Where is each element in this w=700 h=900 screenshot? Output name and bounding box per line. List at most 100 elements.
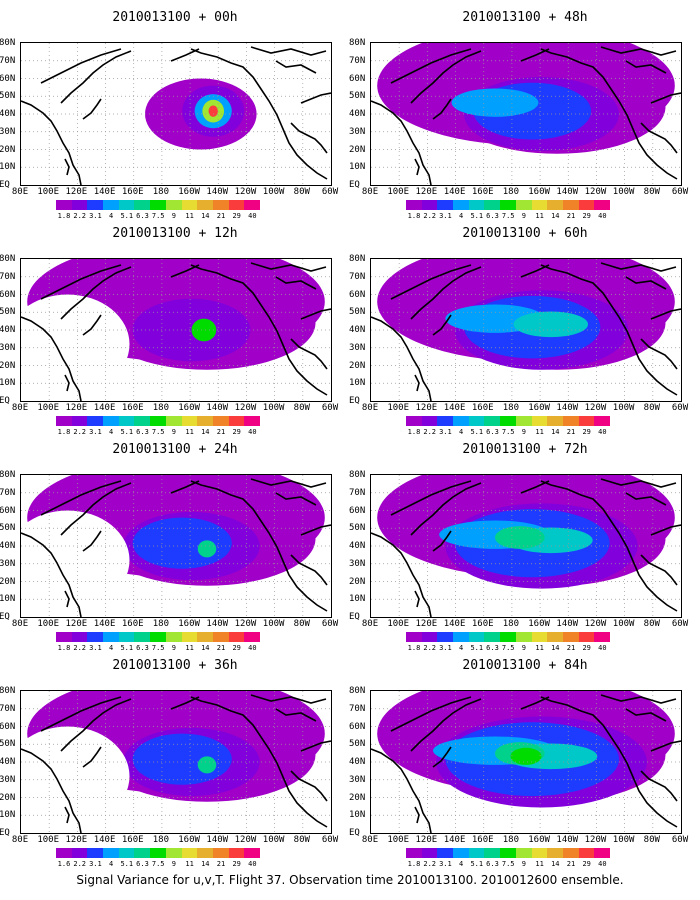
lon-label: 160E [471, 835, 494, 845]
lon-label: 80W [293, 619, 310, 629]
colorbar-swatch [594, 848, 610, 858]
colorbar-level-label: 11 [535, 212, 544, 220]
lon-label: 100W [612, 835, 635, 845]
coastline [290, 770, 328, 802]
colorbar-swatch [468, 848, 485, 858]
colorbar-p84 [406, 848, 610, 858]
colorbar-level-label: 21 [566, 860, 576, 868]
coastline [170, 696, 200, 710]
coastline [432, 98, 452, 120]
colorbar-swatch [421, 632, 438, 642]
lon-label: 140E [93, 835, 116, 845]
colorbar-level-label: 11 [535, 428, 544, 436]
colorbar-swatch [228, 416, 245, 426]
colorbar-swatch [165, 416, 182, 426]
lon-label: 120W [234, 403, 257, 413]
colorbar-swatch [244, 200, 260, 210]
lat-label: 10N [349, 810, 366, 821]
colorbar-swatch [500, 848, 516, 858]
colorbar-level-label: 1.6 [57, 860, 71, 868]
lon-label: 120E [415, 619, 438, 629]
colorbar-swatch [484, 416, 501, 426]
panel-title-p36: 2010013100 + 36h [112, 658, 238, 673]
colorbar-level-label: 21 [566, 428, 576, 436]
lon-label: 80W [643, 619, 660, 629]
lat-label: 20N [0, 792, 16, 803]
colorbar-level-label: 29 [582, 212, 591, 220]
colorbar-level-label: 11 [535, 860, 544, 868]
lon-label: 140W [206, 619, 229, 629]
colorbar-level-label: 4 [458, 212, 464, 220]
colorbar-level-label: 40 [248, 212, 257, 220]
coastline [64, 374, 70, 392]
colorbar-level-label: 7.5 [151, 644, 165, 652]
coastline [410, 698, 482, 752]
coastline [190, 48, 328, 180]
lat-label: 40N [0, 109, 16, 119]
lat-label: 70N [0, 271, 16, 282]
lon-label: 140W [556, 835, 579, 845]
colorbar-swatch [197, 848, 213, 858]
lat-label: 80N [349, 38, 366, 48]
colorbar-level-label: 6.3 [136, 212, 149, 220]
low-variance-region [21, 165, 331, 185]
lon-label: 80E [11, 187, 29, 197]
map-panel-p72 [370, 474, 682, 618]
coastline [300, 308, 331, 320]
colorbar-swatch [578, 200, 595, 210]
colorbar-level-label: 3.1 [89, 428, 102, 436]
figure-caption: Signal Variance for u,v,T. Flight 37. Ob… [76, 873, 624, 887]
low-variance-region [21, 381, 331, 401]
lat-label: 20N [349, 144, 366, 155]
colorbar-level-label: 40 [598, 860, 607, 868]
lon-label: 60W [321, 835, 339, 845]
coastline [40, 696, 122, 732]
colorbar-level-label: 11 [535, 644, 544, 652]
low-variance-region [371, 165, 681, 185]
colorbar-level-label: 2.2 [73, 644, 87, 652]
colorbar-swatch [103, 848, 119, 858]
coastline [520, 480, 550, 494]
coastline [82, 746, 102, 768]
lat-label: 10N [0, 810, 16, 821]
colorbar-swatch [406, 848, 422, 858]
coastline [390, 48, 472, 84]
colorbar-swatch [515, 632, 532, 642]
lat-label: 70N [349, 487, 366, 498]
colorbar-swatch [515, 416, 532, 426]
coastline [520, 48, 550, 62]
colorbar-swatch [406, 416, 422, 426]
coastline [371, 748, 432, 833]
coastline [300, 740, 331, 752]
lat-label: 80N [349, 686, 366, 696]
lat-label: 60N [0, 505, 16, 516]
coastline [290, 554, 328, 586]
coastline [390, 264, 472, 300]
lon-label: 160W [178, 619, 200, 629]
colorbar-level-label: 4 [458, 644, 464, 652]
coastline [540, 48, 678, 180]
coastline [60, 698, 132, 752]
variance-contour [513, 311, 588, 338]
colorbar-level-label: 2.2 [73, 860, 87, 868]
coastline [371, 316, 432, 401]
lat-label: 50N [349, 91, 366, 102]
colorbar-swatch [531, 632, 548, 642]
lat-label: 80N [0, 686, 16, 696]
colorbar-level-label: 4 [108, 644, 114, 652]
colorbar-swatch [437, 848, 454, 858]
lat-label: 50N [0, 307, 16, 318]
coastline [390, 696, 472, 732]
colorbar-swatch [437, 632, 454, 642]
lat-label: 10N [349, 162, 366, 173]
colorbar-swatch [87, 416, 104, 426]
lat-label: 40N [349, 757, 366, 767]
colorbar-level-label: 3.1 [439, 644, 452, 652]
colorbar-swatch [134, 416, 151, 426]
colorbar-swatch [150, 848, 166, 858]
lat-label: 30N [0, 558, 16, 569]
colorbar-swatch [71, 200, 88, 210]
colorbar-level-label: 7.5 [501, 212, 515, 220]
coastline [410, 50, 482, 104]
colorbar-swatch [212, 632, 229, 642]
